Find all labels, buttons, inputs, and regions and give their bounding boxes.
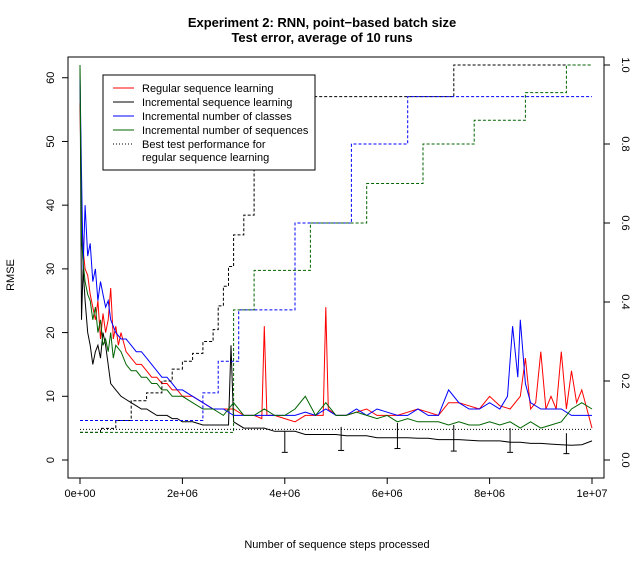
y2-tick-label: 0.4 [619,294,631,309]
series-line-incremental-number-of-sequences [79,64,593,429]
y-tick-label: 30 [45,263,57,275]
y2-tick-label: 0.6 [619,215,631,230]
legend-label-regular: Regular sequence learning [142,83,273,95]
plot-frame [67,56,605,479]
x-tick-label: 1e+07 [577,488,608,500]
x-tick-label: 2e+06 [167,488,198,500]
series-line-incremental-number-of-classes [79,77,592,416]
legend-label-sequences: Incremental number of sequences [142,125,309,137]
axis-layer: 0e+00 2e+06 4e+06 6e+06 8e+06 1e+07 0 10 20 30 40 5… [45,56,631,500]
legend: Regular sequence learning Incremental se… [102,74,316,171]
chart-subtitle: Test error, average of 10 runs [231,30,412,45]
y2-tick-label: 0.2 [619,373,631,388]
x-tick-label: 4e+06 [269,488,300,500]
y2-tick-label: 0.0 [619,452,631,467]
y-tick-label: 50 [45,135,57,147]
x-tick-label: 0e+00 [65,488,96,500]
y-tick-label: 0 [45,457,57,463]
legend-label-best-line2: regular sequence learning [142,152,269,164]
y-tick-label: 40 [45,199,57,211]
chart-title: Experiment 2: RNN, point−based batch siz… [188,15,456,30]
x-tick-label: 8e+06 [474,488,505,500]
series-layer [79,64,593,446]
legend-label-classes: Incremental number of classes [142,111,292,123]
y2-tick-label: 0.8 [619,136,631,151]
y-tick-label: 60 [45,72,57,84]
legend-label-best: Best test performance for [142,139,266,151]
y2-tick-label: 1.0 [619,57,631,72]
series-line-incremental-number-of-sequences-fraction [80,64,592,433]
legend-box [102,74,316,171]
y-tick-label: 10 [45,390,57,402]
y-tick-label: 20 [45,326,57,338]
legend-label-incremental-seq: Incremental sequence learning [142,97,292,109]
series-line-incremental-sequence-learning-fraction [80,64,592,433]
series-line-incremental-sequence-learning [79,64,593,446]
x-tick-label: 6e+06 [372,488,403,500]
y-axis-title: RMSE [5,259,17,291]
error-bar-layer [281,423,570,455]
series-line-incremental-number-of-classes-fraction [80,96,592,421]
x-axis-title: Number of sequence steps processed [244,539,429,551]
